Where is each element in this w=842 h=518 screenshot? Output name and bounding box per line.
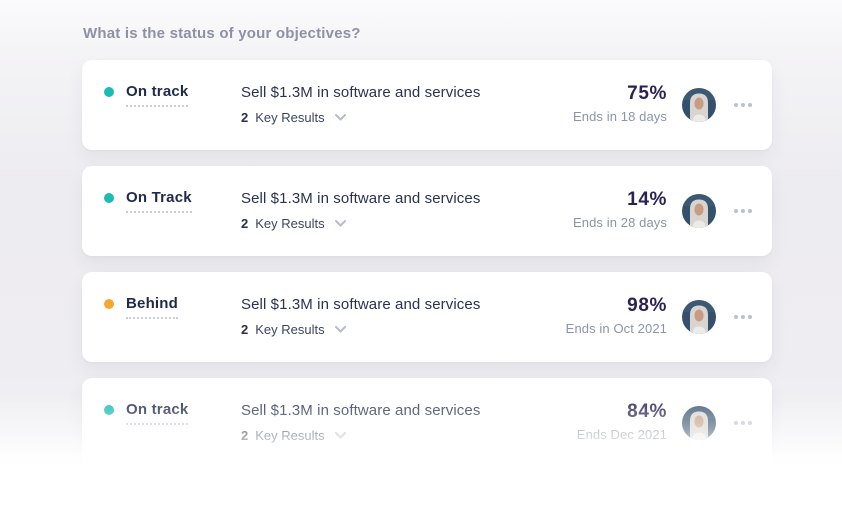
chevron-down-icon	[334, 220, 346, 227]
key-results-toggle[interactable]: 2 Key Results	[241, 322, 566, 337]
status-badge[interactable]: Behind	[104, 295, 241, 319]
progress-percent: 98%	[627, 295, 667, 316]
objective-details: Sell $1.3M in software and services 2 Ke…	[241, 401, 577, 443]
progress-percent: 75%	[627, 83, 667, 104]
owner-avatar[interactable]	[682, 406, 716, 440]
due-date: Ends in Oct 2021	[565, 321, 667, 336]
objective-title: Sell $1.3M in software and services	[241, 190, 481, 207]
owner-avatar[interactable]	[682, 300, 716, 334]
due-date: Ends in 28 days	[572, 215, 667, 230]
owner-avatar[interactable]	[682, 88, 716, 122]
status-badge[interactable]: On Track	[104, 189, 241, 213]
objective-title: Sell $1.3M in software and services	[241, 402, 481, 419]
owner-avatar[interactable]	[682, 194, 716, 228]
chevron-down-icon	[334, 114, 346, 121]
key-results-label: Key Results	[255, 110, 325, 125]
status-badge[interactable]: On track	[104, 83, 241, 107]
status-label: Behind	[126, 295, 179, 319]
objective-details: Sell $1.3M in software and services 2 Ke…	[241, 295, 566, 337]
objective-card[interactable]: On track Sell $1.3M in software and serv…	[82, 60, 772, 150]
status-label: On Track	[126, 189, 192, 213]
key-results-label: Key Results	[255, 428, 325, 443]
more-options-button[interactable]	[734, 417, 752, 429]
objective-card[interactable]: On track Sell $1.3M in software and serv…	[82, 378, 772, 468]
ellipsis-icon	[734, 209, 738, 213]
more-options-button[interactable]	[734, 311, 752, 323]
progress-metrics: 98% Ends in Oct 2021	[566, 295, 667, 336]
objectives-list: On track Sell $1.3M in software and serv…	[82, 60, 772, 468]
progress-percent: 14%	[627, 189, 667, 210]
key-results-toggle[interactable]: 2 Key Results	[241, 216, 573, 231]
chevron-down-icon	[334, 432, 346, 439]
key-results-count: 2	[241, 216, 249, 231]
objective-card[interactable]: Behind Sell $1.3M in software and servic…	[82, 272, 772, 362]
progress-metrics: 14% Ends in 28 days	[573, 189, 667, 230]
more-options-button[interactable]	[734, 99, 752, 111]
ellipsis-icon	[734, 103, 738, 107]
objective-details: Sell $1.3M in software and services 2 Ke…	[241, 189, 573, 231]
objective-details: Sell $1.3M in software and services 2 Ke…	[241, 83, 573, 125]
due-date: Ends Dec 2021	[576, 427, 667, 442]
status-label: On track	[126, 83, 189, 107]
progress-metrics: 75% Ends in 18 days	[573, 83, 667, 124]
status-dot-icon	[104, 404, 114, 415]
status-dot-icon	[104, 298, 114, 309]
status-dot-icon	[104, 192, 114, 203]
page-title: What is the status of your objectives?	[83, 25, 361, 42]
due-date: Ends in 18 days	[572, 109, 667, 124]
key-results-count: 2	[241, 322, 249, 337]
status-label: On track	[126, 401, 189, 425]
key-results-count: 2	[241, 428, 249, 443]
more-options-button[interactable]	[734, 205, 752, 217]
key-results-toggle[interactable]: 2 Key Results	[241, 110, 573, 125]
key-results-toggle[interactable]: 2 Key Results	[241, 428, 577, 443]
key-results-count: 2	[241, 110, 249, 125]
chevron-down-icon	[334, 326, 346, 333]
progress-metrics: 84% Ends Dec 2021	[577, 401, 667, 442]
ellipsis-icon	[734, 315, 738, 319]
objective-title: Sell $1.3M in software and services	[241, 296, 481, 313]
status-badge[interactable]: On track	[104, 401, 241, 425]
progress-percent: 84%	[627, 401, 667, 422]
key-results-label: Key Results	[255, 322, 325, 337]
objective-card[interactable]: On Track Sell $1.3M in software and serv…	[82, 166, 772, 256]
status-dot-icon	[104, 86, 114, 97]
key-results-label: Key Results	[255, 216, 325, 231]
ellipsis-icon	[734, 421, 738, 425]
objective-title: Sell $1.3M in software and services	[241, 84, 481, 101]
